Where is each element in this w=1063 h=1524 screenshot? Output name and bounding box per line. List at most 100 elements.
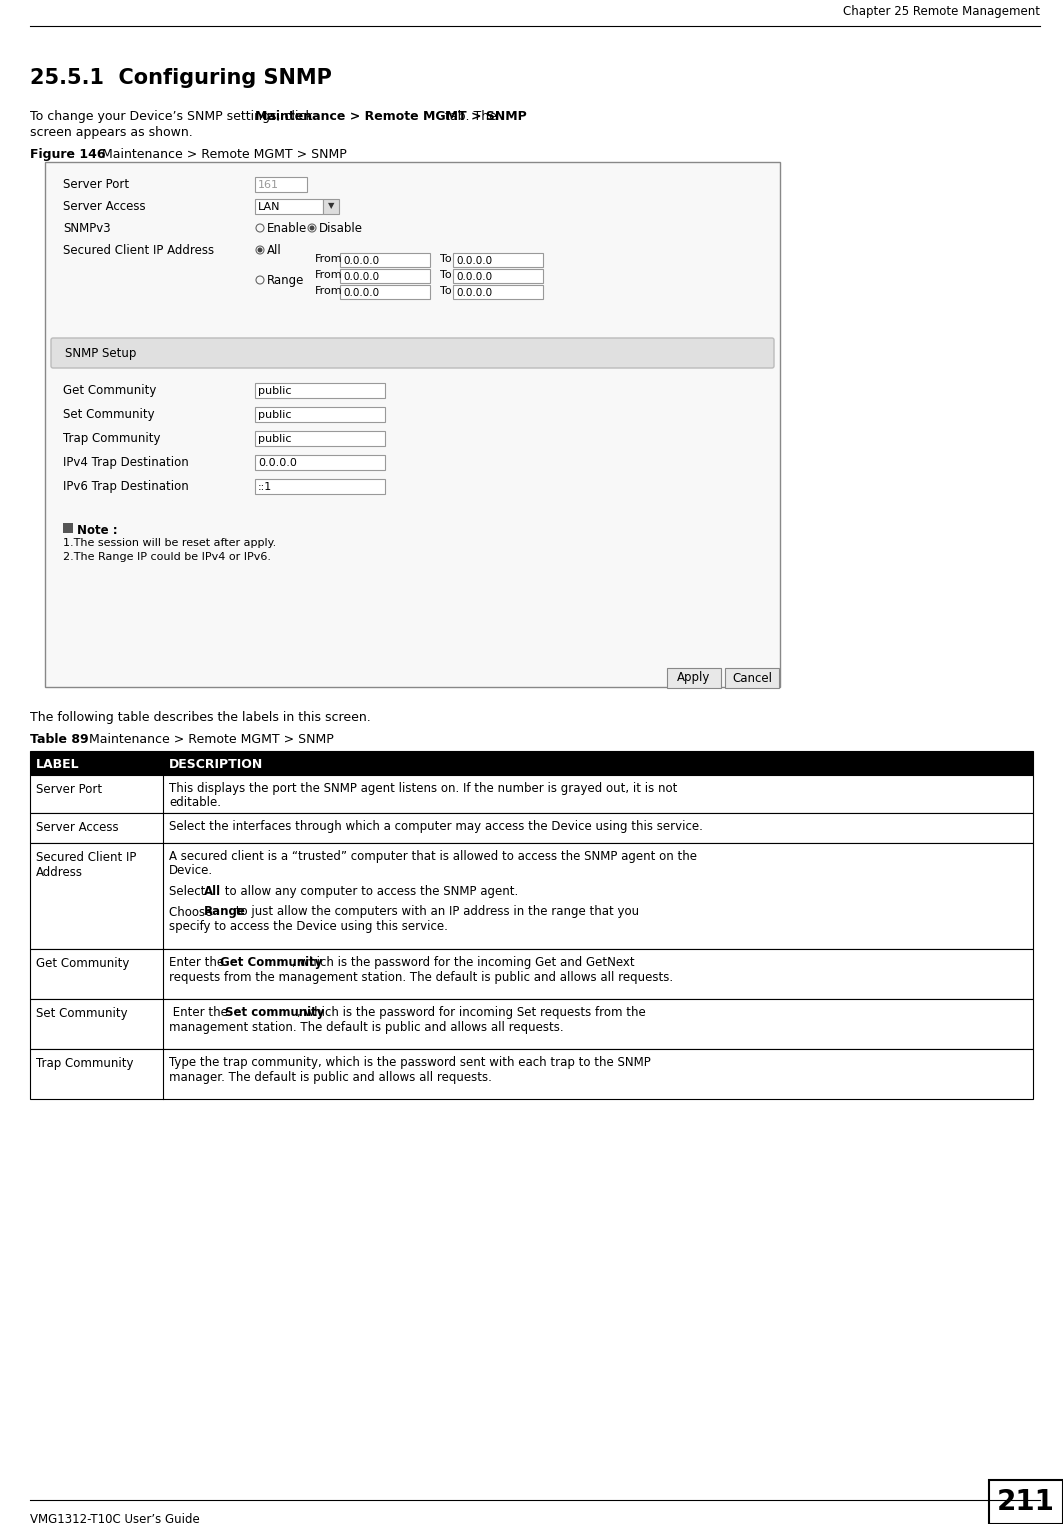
Text: IPv6 Trap Destination: IPv6 Trap Destination — [63, 480, 189, 492]
Text: Trap Community: Trap Community — [36, 1058, 134, 1070]
Text: 2.The Range IP could be IPv4 or IPv6.: 2.The Range IP could be IPv4 or IPv6. — [63, 552, 271, 562]
Text: Maintenance > Remote MGMT > SNMP: Maintenance > Remote MGMT > SNMP — [255, 110, 527, 123]
FancyBboxPatch shape — [255, 177, 307, 192]
Text: Enter the: Enter the — [169, 956, 227, 969]
Text: Disable: Disable — [319, 223, 362, 235]
Text: management station. The default is public and allows all requests.: management station. The default is publi… — [169, 1021, 563, 1033]
Text: Choose: Choose — [169, 905, 216, 919]
Text: Server Port: Server Port — [63, 178, 129, 190]
Text: public: public — [258, 434, 291, 443]
Bar — [63, 523, 73, 533]
FancyBboxPatch shape — [45, 162, 780, 687]
Text: VMG1312-T10C User’s Guide: VMG1312-T10C User’s Guide — [30, 1513, 200, 1524]
FancyBboxPatch shape — [340, 270, 431, 283]
FancyBboxPatch shape — [340, 253, 431, 267]
Text: ▼: ▼ — [327, 201, 334, 210]
Text: 1.The session will be reset after apply.: 1.The session will be reset after apply. — [63, 538, 276, 549]
Text: Type the trap community, which is the password sent with each trap to the SNMP: Type the trap community, which is the pa… — [169, 1056, 651, 1068]
Text: From: From — [315, 255, 342, 264]
FancyBboxPatch shape — [453, 270, 543, 283]
Text: From: From — [315, 270, 342, 280]
Text: SNMP Setup: SNMP Setup — [65, 346, 136, 360]
Text: Select: Select — [169, 885, 209, 898]
Text: Range: Range — [267, 274, 304, 287]
Text: to just allow the computers with an IP address in the range that you: to just allow the computers with an IP a… — [233, 905, 640, 919]
Text: Get Community: Get Community — [63, 384, 156, 396]
Text: 0.0.0.0: 0.0.0.0 — [456, 271, 492, 282]
Text: requests from the management station. The default is public and allows all reque: requests from the management station. Th… — [169, 971, 673, 983]
Text: Maintenance > Remote MGMT > SNMP: Maintenance > Remote MGMT > SNMP — [78, 733, 334, 747]
Text: Server Port: Server Port — [36, 783, 102, 796]
Text: Set community: Set community — [224, 1006, 324, 1020]
FancyBboxPatch shape — [30, 1000, 1033, 1049]
FancyBboxPatch shape — [453, 285, 543, 299]
FancyBboxPatch shape — [255, 479, 385, 494]
Text: This displays the port the SNMP agent listens on. If the number is grayed out, i: This displays the port the SNMP agent li… — [169, 782, 677, 796]
Text: Set Community: Set Community — [36, 1007, 128, 1020]
Text: Note :: Note : — [77, 524, 118, 536]
Text: Select the interfaces through which a computer may access the Device using this : Select the interfaces through which a co… — [169, 820, 703, 834]
Text: From: From — [315, 287, 342, 296]
FancyBboxPatch shape — [30, 776, 1033, 812]
Text: Figure 146: Figure 146 — [30, 148, 105, 162]
Text: public: public — [258, 410, 291, 421]
Text: The following table describes the labels in this screen.: The following table describes the labels… — [30, 712, 371, 724]
Text: DESCRIPTION: DESCRIPTION — [169, 757, 264, 771]
Text: Secured Client IP
Address: Secured Client IP Address — [36, 850, 136, 879]
Text: LAN: LAN — [258, 203, 281, 212]
Text: Table 89: Table 89 — [30, 733, 88, 747]
Text: SNMPv3: SNMPv3 — [63, 223, 111, 235]
Text: Trap Community: Trap Community — [63, 431, 161, 445]
Text: 211: 211 — [997, 1487, 1054, 1516]
Text: screen appears as shown.: screen appears as shown. — [30, 126, 192, 139]
Text: Enter the: Enter the — [169, 1006, 232, 1020]
FancyBboxPatch shape — [30, 751, 1033, 776]
Text: Cancel: Cancel — [732, 672, 772, 684]
Text: editable.: editable. — [169, 797, 221, 809]
FancyBboxPatch shape — [989, 1480, 1063, 1524]
FancyBboxPatch shape — [255, 383, 385, 398]
Text: Maintenance > Remote MGMT > SNMP: Maintenance > Remote MGMT > SNMP — [90, 148, 347, 162]
Text: To change your Device’s SNMP settings, click: To change your Device’s SNMP settings, c… — [30, 110, 317, 123]
Circle shape — [257, 247, 263, 253]
Text: To: To — [440, 270, 452, 280]
FancyBboxPatch shape — [30, 812, 1033, 843]
Text: A secured client is a “trusted” computer that is allowed to access the SNMP agen: A secured client is a “trusted” computer… — [169, 850, 697, 863]
Text: 0.0.0.0: 0.0.0.0 — [343, 288, 379, 297]
FancyBboxPatch shape — [51, 338, 774, 367]
Text: public: public — [258, 386, 291, 396]
Text: Server Access: Server Access — [36, 821, 119, 834]
FancyBboxPatch shape — [340, 285, 431, 299]
Text: Apply: Apply — [677, 672, 711, 684]
FancyBboxPatch shape — [323, 200, 339, 213]
Text: Get Community: Get Community — [219, 956, 322, 969]
Text: To: To — [440, 255, 452, 264]
Text: LABEL: LABEL — [36, 757, 80, 771]
Text: 0.0.0.0: 0.0.0.0 — [456, 288, 492, 297]
Text: IPv4 Trap Destination: IPv4 Trap Destination — [63, 456, 189, 469]
Text: 25.5.1  Configuring SNMP: 25.5.1 Configuring SNMP — [30, 69, 332, 88]
Text: tab. The: tab. The — [440, 110, 496, 123]
Text: Chapter 25 Remote Management: Chapter 25 Remote Management — [843, 5, 1040, 18]
FancyBboxPatch shape — [30, 949, 1033, 1000]
Text: To: To — [440, 287, 452, 296]
FancyBboxPatch shape — [667, 668, 721, 687]
Text: , which is the password for incoming Set requests from the: , which is the password for incoming Set… — [298, 1006, 646, 1020]
Text: 0.0.0.0: 0.0.0.0 — [258, 459, 297, 468]
Text: Server Access: Server Access — [63, 200, 146, 213]
Text: All: All — [267, 244, 282, 258]
Text: ::1: ::1 — [258, 482, 272, 492]
Text: , which is the password for the incoming Get and GetNext: , which is the password for the incoming… — [292, 956, 635, 969]
Text: Secured Client IP Address: Secured Client IP Address — [63, 244, 214, 258]
Text: to allow any computer to access the SNMP agent.: to allow any computer to access the SNMP… — [221, 885, 519, 898]
Text: 0.0.0.0: 0.0.0.0 — [343, 271, 379, 282]
Text: Get Community: Get Community — [36, 957, 130, 969]
Text: manager. The default is public and allows all requests.: manager. The default is public and allow… — [169, 1070, 492, 1084]
Text: Set Community: Set Community — [63, 408, 154, 421]
Text: 0.0.0.0: 0.0.0.0 — [343, 256, 379, 265]
Circle shape — [309, 226, 315, 230]
FancyBboxPatch shape — [30, 843, 1033, 949]
Text: Enable: Enable — [267, 223, 307, 235]
FancyBboxPatch shape — [453, 253, 543, 267]
Text: specify to access the Device using this service.: specify to access the Device using this … — [169, 920, 448, 933]
